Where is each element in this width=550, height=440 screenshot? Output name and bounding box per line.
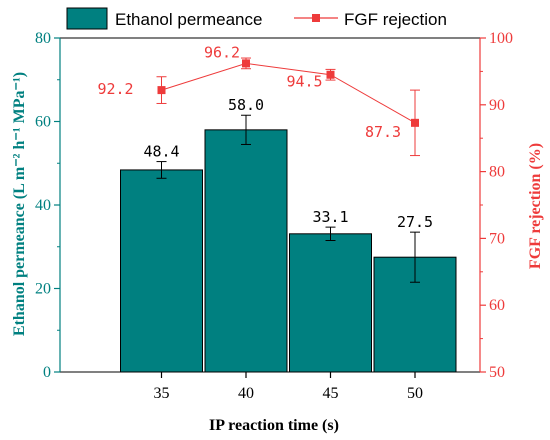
line-data-label: 92.2 <box>97 80 133 98</box>
line-series-path <box>161 62 416 124</box>
bar <box>120 169 203 373</box>
right-tick-label: 100 <box>489 30 513 47</box>
bar <box>204 129 288 373</box>
x-axis-title: IP reaction time (s) <box>209 417 339 434</box>
right-axis-title: FGF rejection (%) <box>527 143 544 269</box>
left-tick-label: 80 <box>35 30 51 47</box>
left-tick-label: 40 <box>35 197 51 214</box>
bar-data-label: 58.0 <box>228 96 264 114</box>
line-data-label: 94.5 <box>286 73 322 91</box>
plot-area: 48.4 58.0 33.1 27.5 92.2 96.2 94.5 87.3 <box>97 43 457 373</box>
line-data-label: 96.2 <box>204 43 240 61</box>
bar-data-label: 48.4 <box>143 143 179 161</box>
x-tick-label: 50 <box>407 385 423 402</box>
legend-line-marker <box>312 14 320 22</box>
bar-data-label: 27.5 <box>397 213 433 231</box>
line-marker <box>326 70 335 79</box>
right-tick-label: 60 <box>489 297 505 314</box>
legend: Ethanol permeance FGF rejection <box>66 7 447 30</box>
line-marker <box>242 59 250 68</box>
right-tick-label: 90 <box>489 97 505 114</box>
legend-line-label: FGF rejection <box>344 10 447 29</box>
x-tick-label: 40 <box>238 385 254 402</box>
left-tick-label: 20 <box>35 281 51 298</box>
right-tick-label: 80 <box>489 164 505 181</box>
left-tick-label: 60 <box>35 114 51 131</box>
line-marker <box>411 118 419 127</box>
legend-bar-label: Ethanol permeance <box>115 10 262 29</box>
line-marker <box>157 86 166 95</box>
axes: 0 20 40 60 80 50 60 70 80 90 100 35 40 45 50 <box>35 30 513 402</box>
x-tick-label: 45 <box>323 385 339 402</box>
line-data-label: 87.3 <box>365 123 401 141</box>
left-tick-label: 0 <box>43 364 51 381</box>
left-axis-title: Ethanol permeance (L m⁻² h⁻¹ MPa⁻¹) <box>11 72 28 336</box>
x-tick-label: 35 <box>154 385 170 402</box>
right-tick-label: 70 <box>489 230 505 247</box>
right-tick-label: 50 <box>489 364 505 381</box>
bar <box>289 233 372 373</box>
legend-bar-swatch <box>66 7 108 30</box>
bar-data-label: 33.1 <box>312 208 348 226</box>
